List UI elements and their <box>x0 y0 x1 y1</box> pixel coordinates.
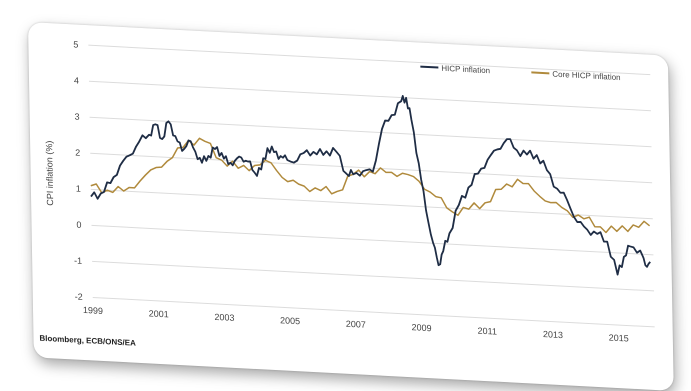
y-tick-label: -2 <box>75 291 83 301</box>
x-tick-label: 1999 <box>83 305 103 316</box>
y-tick-label: 4 <box>74 75 79 85</box>
x-tick-label: 2005 <box>280 315 300 326</box>
y-tick-label: -1 <box>74 255 82 265</box>
grid-line <box>90 152 653 184</box>
y-tick-label: 3 <box>75 111 80 121</box>
grid-line <box>88 80 651 112</box>
x-tick-label: 2011 <box>478 326 498 337</box>
grid-lines <box>88 44 655 328</box>
legend-swatch <box>420 65 439 69</box>
y-tick-label: 0 <box>76 220 81 230</box>
x-tick-label: 2009 <box>411 322 431 333</box>
chart-card: -2 -1 0 1 2 3 4 5 1999 2001 2003 2005 2007 2009 2011 2… <box>28 22 674 391</box>
source-note: Bloomberg, ECB/ONS/EA <box>39 334 136 348</box>
legend: HICP inflation Core HICP inflation <box>420 64 621 83</box>
x-tick-labels: 1999 2001 2003 2005 2007 2009 2011 2013 2015 <box>83 305 629 344</box>
x-tick-label: 2003 <box>214 312 234 323</box>
y-tick-labels: -2 -1 0 1 2 3 4 5 <box>73 39 83 302</box>
x-tick-label: 2007 <box>346 319 366 330</box>
grid-line <box>88 44 651 76</box>
grid-line <box>92 296 655 328</box>
y-axis-label: CPI inflation (%) <box>44 140 55 206</box>
legend-label: HICP inflation <box>441 64 490 76</box>
line-chart: -2 -1 0 1 2 3 4 5 1999 2001 2003 2005 2007 2009 2011 2… <box>39 39 655 348</box>
x-tick-label: 2001 <box>149 308 169 319</box>
series-line-core-hicp <box>90 137 651 234</box>
x-tick-label: 2015 <box>609 333 629 344</box>
grid-line <box>91 224 654 256</box>
legend-swatch <box>531 71 550 75</box>
x-tick-label: 2013 <box>543 329 563 340</box>
y-tick-label: 2 <box>75 148 80 158</box>
grid-line <box>89 116 652 148</box>
grid-line <box>90 188 653 220</box>
y-tick-label: 5 <box>73 39 78 49</box>
series-line-hicp <box>90 95 651 276</box>
grid-line <box>92 260 655 292</box>
series-lines <box>90 95 651 276</box>
legend-label: Core HICP inflation <box>552 70 620 83</box>
y-tick-label: 1 <box>76 184 81 194</box>
